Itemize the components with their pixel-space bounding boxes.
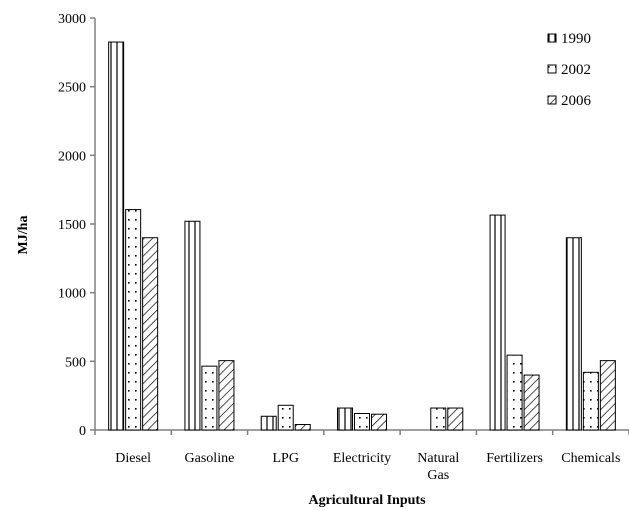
bar-1990-chemicals bbox=[565, 237, 582, 431]
bar-1990-electricity bbox=[337, 407, 353, 431]
bar-2006-lpg bbox=[294, 424, 311, 431]
bar-2002-gasoline bbox=[201, 365, 218, 431]
y-axis: 0 500 1000 1500 2000 2500 3000 bbox=[58, 12, 96, 439]
x-category-label: Diesel bbox=[115, 451, 151, 466]
legend: 1990 2002 2006 bbox=[547, 31, 592, 109]
bar-2002-electricity bbox=[354, 413, 370, 431]
legend-label: 2002 bbox=[561, 62, 591, 78]
legend-swatch bbox=[547, 33, 557, 43]
legend-item-2002: 2002 bbox=[547, 62, 591, 78]
y-tick-label: 2500 bbox=[58, 81, 86, 96]
bar-2006-gasoline bbox=[218, 360, 235, 431]
bar-1990-lpg bbox=[260, 415, 277, 431]
bar-1990-fertilizers bbox=[489, 214, 506, 431]
bar-2002-fertilizers bbox=[506, 354, 523, 431]
x-axis-title: Agricultural Inputs bbox=[308, 493, 426, 508]
x-category-label: Gas bbox=[427, 468, 449, 483]
x-category-label: Gasoline bbox=[185, 451, 235, 466]
x-category-label: Fertilizers bbox=[486, 451, 543, 466]
y-tick-label: 1500 bbox=[58, 218, 86, 233]
category-labels: Diesel Gasoline LPG Electricity Natural Gas Fe… bbox=[115, 451, 620, 483]
x-category-label: LPG bbox=[272, 451, 298, 466]
bar-2006-fertilizers bbox=[523, 374, 540, 431]
bar-2006-natural-gas bbox=[447, 407, 464, 431]
x-category-label: Electricity bbox=[333, 451, 391, 466]
bar-2006-chemicals bbox=[599, 360, 616, 431]
bar-2006-electricity bbox=[371, 413, 387, 431]
y-axis-title: MJ/ha bbox=[16, 216, 31, 255]
bar-2002-diesel bbox=[125, 209, 142, 431]
bar-2002-natural-gas bbox=[430, 407, 447, 431]
bar-2002-chemicals bbox=[582, 371, 599, 431]
legend-item-2006: 2006 bbox=[547, 93, 592, 109]
y-tick-label: 2000 bbox=[58, 149, 86, 164]
y-tick-label: 3000 bbox=[58, 12, 86, 27]
bars bbox=[108, 41, 616, 431]
x-axis bbox=[94, 429, 629, 435]
y-tick-label: 500 bbox=[65, 355, 86, 370]
bar-1990-gasoline bbox=[184, 220, 201, 431]
bar-2006-diesel bbox=[142, 237, 159, 431]
legend-label: 1990 bbox=[561, 31, 591, 47]
x-category-label: Chemicals bbox=[561, 451, 620, 466]
y-tick-label: 1000 bbox=[58, 287, 86, 302]
bar-2002-lpg bbox=[277, 404, 294, 431]
bar-1990-diesel bbox=[108, 41, 125, 431]
legend-swatch bbox=[547, 64, 557, 74]
x-category-label: Natural bbox=[417, 451, 459, 466]
y-tick-label: 0 bbox=[79, 424, 86, 439]
legend-label: 2006 bbox=[561, 93, 592, 109]
legend-swatch bbox=[547, 95, 557, 105]
legend-item-1990: 1990 bbox=[547, 31, 591, 47]
